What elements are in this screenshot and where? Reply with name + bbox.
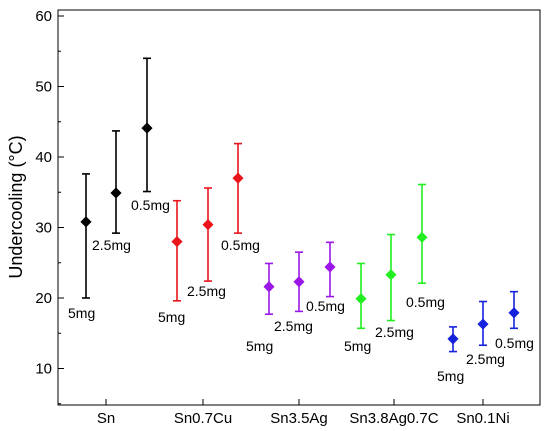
y-tick-label: 50 [35,79,52,96]
mean-marker [355,293,367,305]
mass-label: 0.5mg [406,294,445,310]
mass-label: 5mg [158,309,185,325]
x-category-label: Sn0.1Ni [456,410,509,427]
mass-label: 2.5mg [92,237,131,253]
data-marks: 5mg2.5mg0.5mg5mg2.5mg0.5mg5mg2.5mg0.5mg5… [68,57,534,384]
mass-label: 5mg [68,305,95,321]
mass-label: 0.5mg [495,335,534,351]
mean-marker [293,276,305,288]
x-axis: Sn Sn0.7Cu Sn3.5Ag Sn3.8Ag0.7C Sn0.1Ni [97,399,510,427]
error-bar-point: 2.5mg [187,187,226,299]
mean-marker [416,231,428,243]
error-bar-point: 5mg [68,173,95,321]
mean-marker [110,187,122,199]
error-bar-point: 0.5mg [131,57,170,213]
error-bar-point: 2.5mg [375,233,414,340]
mean-marker [477,318,489,330]
mass-label: 2.5mg [274,318,313,334]
error-bar-point: 5mg [344,262,371,354]
mass-label: 0.5mg [306,298,345,314]
y-tick-label: 20 [35,290,52,307]
mean-marker [141,122,153,134]
mass-label: 2.5mg [466,351,505,367]
mass-label: 5mg [344,338,371,354]
error-bar-point: 5mg [437,326,464,384]
x-category-label: Sn3.5Ag [270,410,328,427]
mean-marker [232,172,244,184]
mass-label: 0.5mg [131,197,170,213]
mean-marker [508,307,520,319]
mean-marker [80,216,92,228]
y-tick-label: 60 [35,8,52,25]
mean-marker [263,281,275,293]
mean-marker [202,219,214,231]
y-axis: 10 20 30 40 50 60 [35,8,64,405]
error-bar-point: 0.5mg [406,183,445,310]
y-axis-title: Undercooling (°C) [6,135,26,278]
x-category-label: Sn [97,410,115,427]
x-category-label: Sn3.8Ag0.7C [349,410,438,427]
mass-label: 0.5mg [221,237,260,253]
error-bar-point: 0.5mg [495,290,534,351]
mass-label: 2.5mg [375,324,414,340]
mean-marker [324,261,336,273]
error-bar-point: 5mg [246,262,275,354]
mean-marker [171,236,183,248]
error-bar-point: 5mg [158,199,185,325]
mass-label: 5mg [246,338,273,354]
y-tick-label: 30 [35,220,52,237]
error-bar-point: 2.5mg [466,300,505,367]
y-tick-label: 10 [35,361,52,378]
error-bar-point: 2.5mg [92,130,131,253]
mass-label: 5mg [437,368,464,384]
error-bar-point: 2.5mg [274,251,313,334]
error-bar-point: 0.5mg [306,241,345,314]
mass-label: 2.5mg [187,283,226,299]
error-bar-point: 0.5mg [221,142,260,253]
mean-marker [447,333,459,345]
x-category-label: Sn0.7Cu [174,410,232,427]
mean-marker [385,269,397,281]
y-tick-label: 40 [35,149,52,166]
